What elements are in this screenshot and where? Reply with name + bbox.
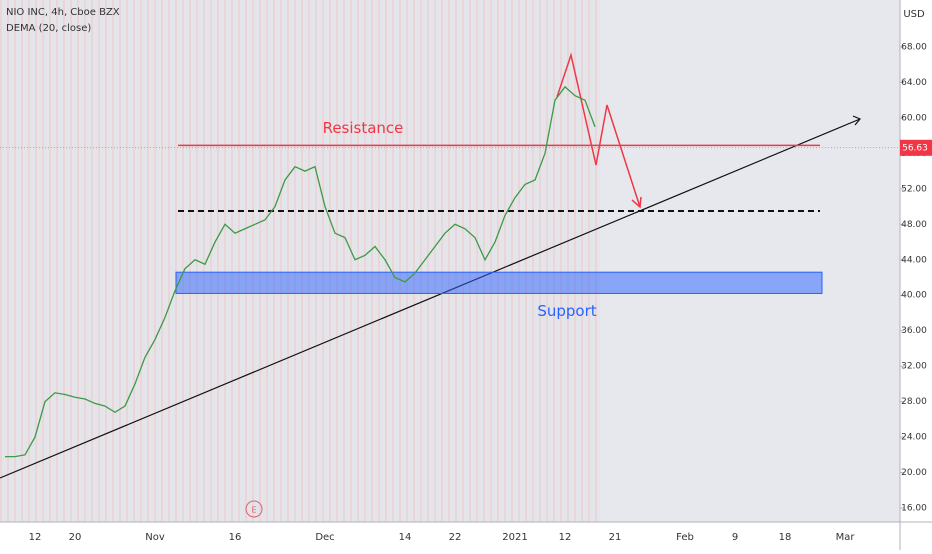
y-tick-label: 32.00 [901,362,927,372]
indicator-label: DEMA (20, close) [6,23,91,34]
x-tick-label: 12 [559,532,572,543]
x-tick-label: 9 [732,532,738,543]
y-tick-label: 24.00 [901,433,927,443]
x-tick-label: 18 [779,532,792,543]
session-shading [0,0,600,522]
y-tick-label: 52.00 [901,184,927,194]
last-price-label: 56.63 [902,143,928,153]
event-circle[interactable] [245,500,263,518]
last-price-box [900,139,932,156]
x-tick-label: 16 [229,532,242,543]
x-tick-label: Dec [315,532,334,543]
y-tick-label: 20.00 [901,468,927,478]
x-tick-label: 14 [399,532,412,543]
dema-line [5,85,596,458]
y-tick-label: 68.00 [901,42,927,52]
currency-label: USD [903,9,925,20]
x-tick-label: 20 [69,532,82,543]
trend-arrow [852,115,861,126]
x-tick-label: 12 [29,532,42,543]
support-zone [175,271,823,294]
projection-arrow [631,196,642,209]
y-tick-label: 64.00 [901,78,927,88]
x-tick-label: Feb [676,532,694,543]
y-tick-label: 28.00 [901,397,927,407]
x-tick-label: Nov [145,532,165,543]
support-label: Support [537,302,596,320]
y-tick-label: 48.00 [901,220,927,230]
trend-line [0,118,861,479]
projection-path [556,52,641,208]
y-tick-label: 16.00 [901,504,927,514]
chart-title: NIO INC, 4h, Cboe BZX [6,7,120,18]
y-tick-label: 60.00 [901,113,927,123]
y-tick-label: 40.00 [901,291,927,301]
x-tick-label: 21 [609,532,622,543]
x-tick-label: Mar [836,532,856,543]
x-tick-label: 2021 [502,532,527,543]
resistance-label: Resistance [323,119,404,137]
y-tick-label: 36.00 [901,326,927,336]
event-marker[interactable]: E [251,506,256,515]
y-tick-label: 44.00 [901,255,927,265]
x-tick-label: 22 [449,532,462,543]
